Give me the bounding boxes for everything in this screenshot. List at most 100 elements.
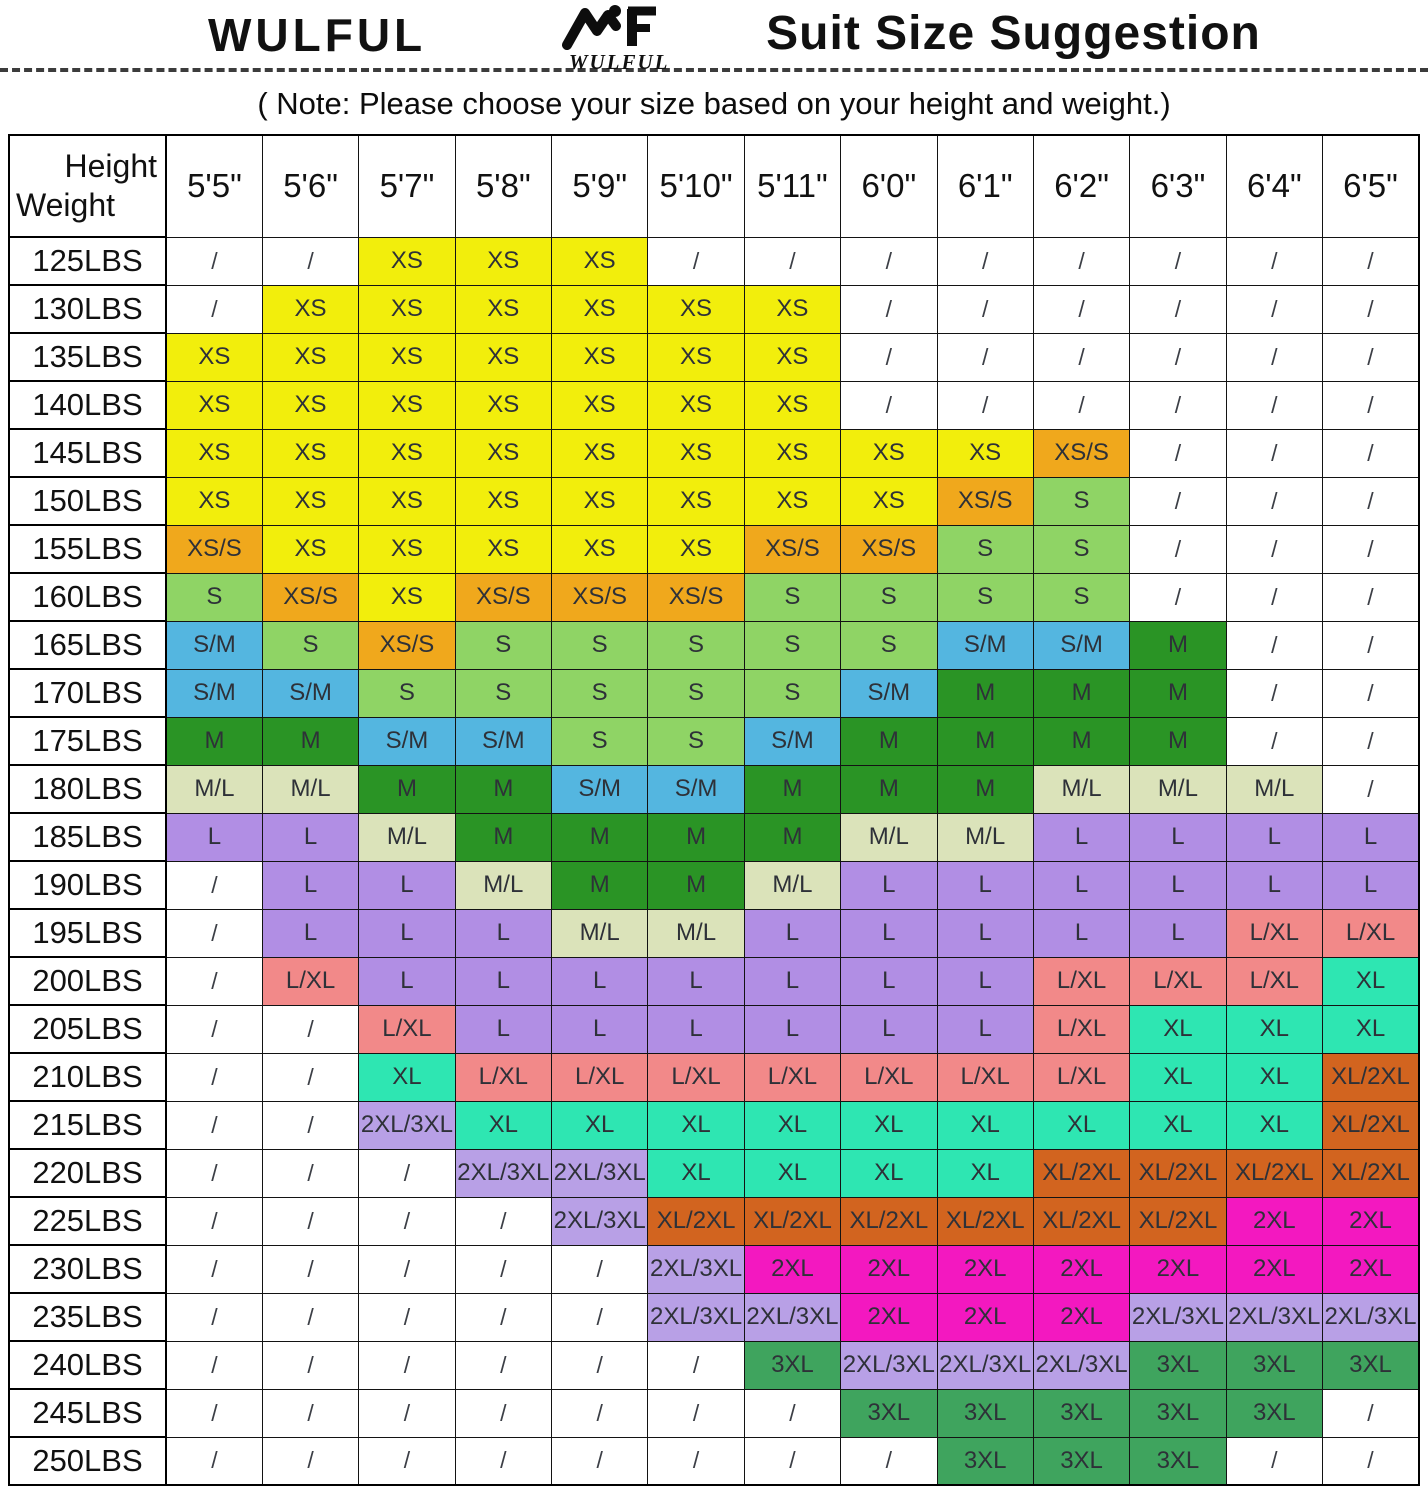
- empty-cell: /: [550, 1340, 649, 1390]
- page-title: Suit Size Suggestion: [766, 7, 1261, 60]
- table-row: 165LBS S/M S XS/S S S S S S S/M S/M M / /: [8, 620, 1420, 670]
- size-cell: L: [165, 812, 263, 862]
- size-cell: XS: [454, 380, 553, 430]
- table-row: 135LBS XS XS XS XS XS XS XS / / / / / /: [8, 332, 1420, 382]
- size-cell: S: [454, 668, 553, 718]
- size-cell: XS: [261, 524, 360, 574]
- table-row: 150LBS XS XS XS XS XS XS XS XS XS/S S / / /: [8, 476, 1420, 526]
- table-row: 175LBS M M S/M S/M S S S/M M M M M / /: [8, 716, 1420, 766]
- size-cell: L: [647, 956, 745, 1006]
- weight-label: 195LBS: [8, 908, 167, 958]
- size-cell: L: [358, 860, 456, 910]
- empty-cell: /: [165, 1100, 263, 1150]
- size-cell: S: [1032, 572, 1131, 622]
- size-cell: 2XL/3XL: [550, 1148, 649, 1198]
- size-cell: XS: [261, 428, 360, 478]
- size-cell: M/L: [358, 812, 456, 862]
- height-header: 6'1": [936, 134, 1034, 238]
- size-cell: L: [936, 908, 1034, 958]
- empty-cell: /: [165, 284, 263, 334]
- empty-cell: /: [1322, 716, 1420, 766]
- size-cell: S/M: [165, 668, 263, 718]
- size-cell: XS: [454, 476, 553, 526]
- size-cell: L: [743, 1004, 842, 1054]
- empty-cell: /: [1032, 332, 1131, 382]
- size-cell: S: [550, 668, 649, 718]
- size-cell: XL: [1322, 956, 1420, 1006]
- size-cell: XL/2XL: [1322, 1100, 1420, 1150]
- empty-cell: /: [743, 1388, 842, 1438]
- size-cell: 3XL: [1032, 1388, 1131, 1438]
- size-cell: M: [647, 812, 745, 862]
- empty-cell: /: [261, 1100, 360, 1150]
- weight-label: 220LBS: [8, 1148, 167, 1198]
- size-cell: XS: [550, 236, 649, 286]
- size-cell: L: [1032, 812, 1131, 862]
- size-cell: 3XL: [936, 1388, 1034, 1438]
- size-cell: L: [647, 1004, 745, 1054]
- dashed-divider: [0, 68, 1428, 72]
- empty-cell: /: [358, 1340, 456, 1390]
- height-header: 6'3": [1129, 134, 1227, 238]
- size-cell: XL: [1225, 1004, 1324, 1054]
- size-cell: 2XL: [1322, 1244, 1420, 1294]
- size-cell: XS: [165, 476, 263, 526]
- empty-cell: /: [936, 284, 1034, 334]
- size-cell: L/XL: [840, 1052, 938, 1102]
- empty-cell: /: [358, 1148, 456, 1198]
- height-header: 6'4": [1225, 134, 1324, 238]
- table-row: 130LBS / XS XS XS XS XS XS / / / / / /: [8, 284, 1420, 334]
- mountain-f-logo-icon: [560, 4, 678, 50]
- empty-cell: /: [454, 1196, 553, 1246]
- size-cell: M: [1129, 716, 1227, 766]
- size-cell: XS: [454, 524, 553, 574]
- size-cell: 2XL/3XL: [647, 1292, 745, 1342]
- size-cell: M: [550, 812, 649, 862]
- table-row: 215LBS //2XL/3XL XL XL XL XL XL XL XL XL XL XL/2XL: [8, 1100, 1420, 1150]
- empty-cell: /: [1225, 380, 1324, 430]
- size-cell: S: [743, 620, 842, 670]
- empty-cell: /: [165, 1388, 263, 1438]
- size-cell: L: [1129, 812, 1227, 862]
- size-cell: XS: [454, 284, 553, 334]
- size-cell: XS/S: [358, 620, 456, 670]
- empty-cell: /: [1129, 332, 1227, 382]
- size-cell: 3XL: [936, 1436, 1034, 1486]
- size-cell: L: [840, 908, 938, 958]
- size-cell: 3XL: [1032, 1436, 1131, 1486]
- height-header: 5'5": [165, 134, 263, 238]
- empty-cell: /: [358, 1196, 456, 1246]
- size-cell: L: [261, 908, 360, 958]
- size-cell: L: [743, 956, 842, 1006]
- size-cell: S: [550, 620, 649, 670]
- size-cell: L/XL: [1225, 956, 1324, 1006]
- size-cell: S: [840, 572, 938, 622]
- empty-cell: /: [1129, 476, 1227, 526]
- empty-cell: /: [1032, 380, 1131, 430]
- size-cell: M/L: [1129, 764, 1227, 814]
- size-cell: L: [454, 908, 553, 958]
- size-cell: M: [358, 764, 456, 814]
- size-cell: L: [358, 956, 456, 1006]
- size-cell: XS: [261, 380, 360, 430]
- size-cell: XS: [743, 476, 842, 526]
- empty-cell: /: [261, 1292, 360, 1342]
- empty-cell: /: [647, 1436, 745, 1486]
- table-row: 240LBS / / / / //3XL 2XL/3XL 2XL/3XL 2XL/3XL 3XL 3…: [8, 1340, 1420, 1390]
- size-cell: 3XL: [1225, 1388, 1324, 1438]
- empty-cell: /: [1225, 476, 1324, 526]
- empty-cell: /: [454, 1388, 553, 1438]
- size-cell: 2XL/3XL: [743, 1292, 842, 1342]
- size-cell: 2XL: [1032, 1244, 1131, 1294]
- size-cell: L: [936, 1004, 1034, 1054]
- empty-cell: /: [1129, 284, 1227, 334]
- empty-cell: /: [550, 1292, 649, 1342]
- size-cell: 3XL: [1225, 1340, 1324, 1390]
- weight-label: 205LBS: [8, 1004, 167, 1054]
- size-cell: L/XL: [1129, 956, 1227, 1006]
- size-cell: 3XL: [1129, 1340, 1227, 1390]
- size-cell: XS/S: [647, 572, 745, 622]
- size-cell: XS/S: [550, 572, 649, 622]
- size-cell: L/XL: [1032, 1004, 1131, 1054]
- empty-cell: /: [261, 1004, 360, 1054]
